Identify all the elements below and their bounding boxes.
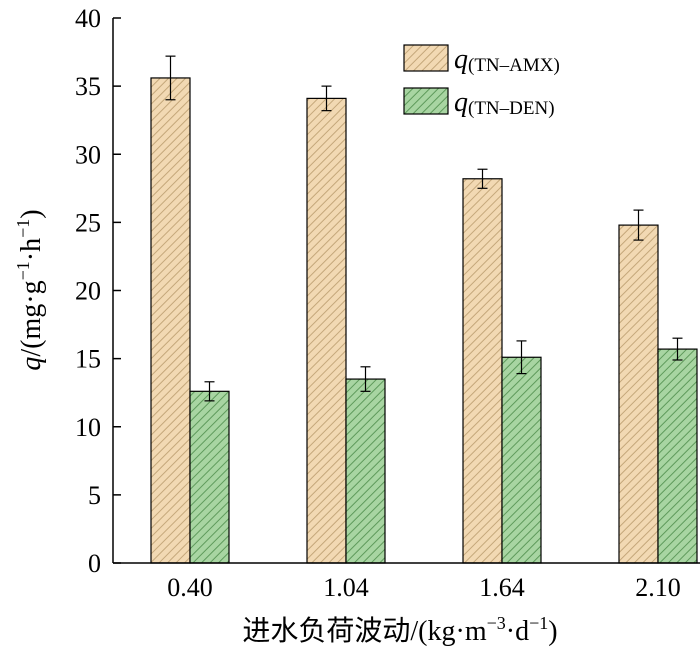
x-ticks-group: 0.40 1.04 1.64 2.10	[167, 573, 681, 602]
bars-group	[150, 77, 698, 564]
error-bar-amx-1	[321, 85, 332, 112]
bar-den-2	[501, 356, 542, 564]
y-ticks-group: 0 5 10 15 20 25 30 35 40	[75, 4, 121, 578]
error-bar-amx-3	[633, 209, 644, 241]
bar-den-0	[189, 390, 230, 564]
bar-den-1	[345, 378, 386, 564]
legend-label-den: q(TN–DEN)	[454, 87, 555, 119]
y-tick-label-20: 20	[75, 277, 101, 306]
bar-amx-2	[462, 178, 503, 564]
error-bars-group	[165, 55, 683, 402]
y-tick-label-5: 5	[88, 481, 101, 510]
x-tick-label-2: 1.64	[479, 573, 525, 602]
bar-amx-0	[150, 77, 191, 564]
y-tick-label-0: 0	[88, 549, 101, 578]
error-bar-den-3	[672, 337, 683, 361]
y-tick-label-40: 40	[75, 4, 101, 33]
y-tick-label-35: 35	[75, 72, 101, 101]
error-bar-amx-0	[165, 55, 176, 101]
error-bar-den-0	[204, 381, 215, 402]
bar-den-3	[657, 348, 698, 564]
bar-amx-1	[306, 97, 347, 564]
y-tick-label-30: 30	[75, 140, 101, 169]
x-axis-title: 进水负荷波动/(kg·m−3·d−1)	[242, 613, 557, 647]
legend-label-amx: q(TN–AMX)	[454, 44, 560, 76]
legend-swatch-amx	[403, 44, 449, 72]
error-bar-den-2	[516, 340, 527, 375]
bar-amx-3	[618, 224, 659, 564]
x-tick-label-0: 0.40	[167, 573, 213, 602]
legend: q(TN–AMX) q(TN–DEN)	[403, 44, 560, 119]
error-bar-amx-2	[477, 168, 488, 189]
x-tick-label-1: 1.04	[323, 573, 369, 602]
legend-swatch-den	[403, 87, 449, 115]
y-axis-title: q/(mg·g−1·h−1)	[13, 209, 47, 370]
y-tick-label-15: 15	[75, 345, 101, 374]
y-tick-label-10: 10	[75, 413, 101, 442]
x-tick-label-3: 2.10	[635, 573, 681, 602]
error-bar-den-1	[360, 366, 371, 392]
y-tick-label-25: 25	[75, 208, 101, 237]
